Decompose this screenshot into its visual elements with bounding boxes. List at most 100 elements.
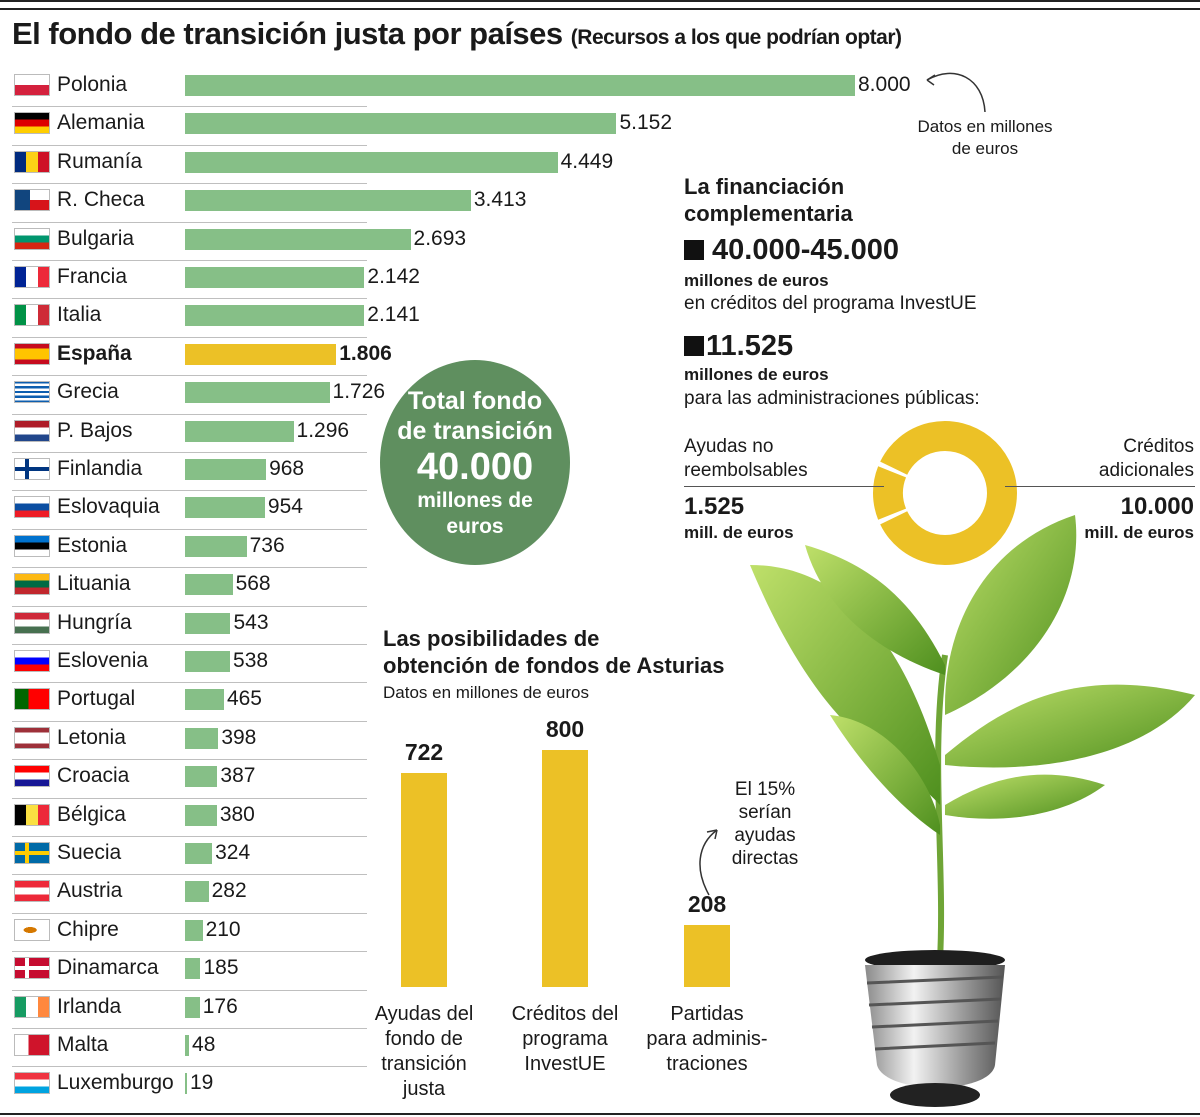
- country-label: Austria: [57, 879, 123, 903]
- donut-right-label-1: Créditos: [1123, 436, 1194, 457]
- bar-value-label: 465: [226, 687, 262, 711]
- flag-icon: [14, 765, 50, 788]
- country-bar: [185, 651, 231, 672]
- amount-investue-value: 40.000-45.000: [712, 234, 900, 266]
- bar-value-label: 954: [267, 495, 303, 519]
- donut-slice: [880, 421, 1017, 565]
- country-label: Portugal: [57, 687, 136, 711]
- row-separator: [12, 336, 367, 338]
- flag-icon: [14, 381, 50, 404]
- row-separator: [12, 797, 367, 799]
- country-bar: [185, 497, 265, 519]
- row-separator: [12, 490, 367, 492]
- bar-value-label: 48: [192, 1033, 216, 1056]
- asturias-bar-value: 722: [404, 739, 444, 766]
- plant-bulb-illustration: [750, 515, 1195, 1107]
- country-label: Dinamarca: [57, 956, 159, 980]
- flag-icon: [14, 74, 50, 96]
- donut-right-label: Créditos adicionales: [1099, 435, 1194, 483]
- bar-value-label: 387: [220, 764, 256, 788]
- country-label: Chipre: [57, 917, 119, 941]
- country-bar: [185, 305, 365, 327]
- country-bar: [185, 574, 233, 596]
- asturias-label-line: para adminis-: [646, 1028, 768, 1050]
- bar-value-label: 543: [233, 610, 269, 634]
- bar-value-label: 210: [205, 917, 241, 941]
- flag-icon: [14, 266, 50, 288]
- country-bar: [185, 612, 231, 634]
- country-bar: [185, 958, 201, 980]
- flag-icon: [14, 726, 50, 749]
- asturias-bar: [684, 925, 730, 987]
- row-separator: [12, 605, 367, 607]
- donut-left-value: 1.525: [684, 493, 745, 520]
- amount-admin-value: 11.525: [706, 330, 794, 362]
- country-bar: [185, 766, 218, 788]
- country-label: Eslovaquia: [57, 495, 160, 519]
- bar-value-label: 968: [269, 457, 305, 480]
- flag-icon: [14, 611, 50, 634]
- flag-icon: [14, 650, 50, 672]
- bar-value-label: 736: [249, 533, 285, 557]
- square-bullet-icon: [684, 336, 704, 356]
- flag-icon: [14, 458, 50, 480]
- bar-value-label: 19: [190, 1071, 214, 1095]
- bar-value-label: 8.000: [858, 73, 911, 96]
- row-separator: [12, 183, 367, 185]
- country-bar: [185, 151, 558, 173]
- donut-right-label-2: adicionales: [1098, 460, 1194, 481]
- asturias-bar-value: 208: [687, 891, 727, 918]
- total-fund-circle: Total fondo de transición 40.000 millone…: [380, 360, 570, 565]
- bar-value-label: 282: [211, 879, 247, 903]
- country-bar: [185, 382, 330, 404]
- country-bar: [185, 689, 224, 711]
- flag-icon: [14, 227, 50, 250]
- total-line1: Total fondo: [407, 387, 543, 415]
- row-separator: [12, 951, 367, 953]
- asturias-bar: [401, 773, 447, 987]
- row-separator: [12, 912, 367, 914]
- flag-icon: [14, 842, 50, 864]
- asturias-bar-label: Ayudas del fondo de transición justa: [349, 1002, 499, 1102]
- row-separator: [12, 989, 367, 991]
- row-separator: [12, 644, 367, 645]
- total-line2: de transición: [397, 417, 553, 445]
- country-label: Irlanda: [57, 994, 122, 1018]
- country-label: Alemania: [57, 111, 145, 135]
- flag-icon: [14, 573, 50, 596]
- donut-right-unit: mill. de euros: [1084, 523, 1194, 542]
- asturias-label-line: Ayudas del: [374, 1003, 474, 1025]
- asturias-label-line: programa: [522, 1028, 608, 1050]
- note-arrow-icon: [926, 72, 986, 113]
- annotation-arrow-icon: [699, 829, 718, 896]
- asturias-heading-2: obtención de fondos de Asturias: [383, 653, 725, 678]
- bar-value-label: 2.141: [367, 303, 420, 327]
- country-bar: [185, 535, 247, 557]
- bar-value-label: 5.152: [619, 111, 673, 135]
- bar-value-label: 3.413: [473, 188, 527, 212]
- amount-admin: 11.525: [684, 330, 793, 363]
- flag-icon: [14, 803, 50, 826]
- country-label: Hungría: [57, 610, 132, 634]
- country-label: Italia: [57, 303, 102, 327]
- flag-icon: [14, 688, 50, 711]
- total-line4: millones de: [417, 489, 533, 512]
- country-label: Polonia: [57, 73, 128, 96]
- country-bar: [185, 996, 200, 1018]
- country-bar: [185, 343, 337, 365]
- annotation-line4: directas: [731, 848, 799, 869]
- flag-icon: [14, 918, 50, 941]
- row-separator: [12, 720, 367, 722]
- flag-icon: [14, 419, 50, 442]
- donut-left-label: Ayudas no reembolsables: [684, 435, 808, 483]
- country-label: R. Checa: [57, 188, 145, 212]
- country-label: Bulgaria: [57, 226, 135, 250]
- bottom-rule: [0, 1113, 1200, 1115]
- country-bar: [185, 1073, 187, 1095]
- row-separator: [12, 874, 367, 876]
- flag-icon: [14, 957, 50, 980]
- asturias-bar-value: 800: [545, 716, 585, 742]
- amount-investue-unit: millones de euros: [684, 271, 829, 290]
- flag-icon: [14, 995, 50, 1018]
- country-label: Lituania: [57, 572, 131, 596]
